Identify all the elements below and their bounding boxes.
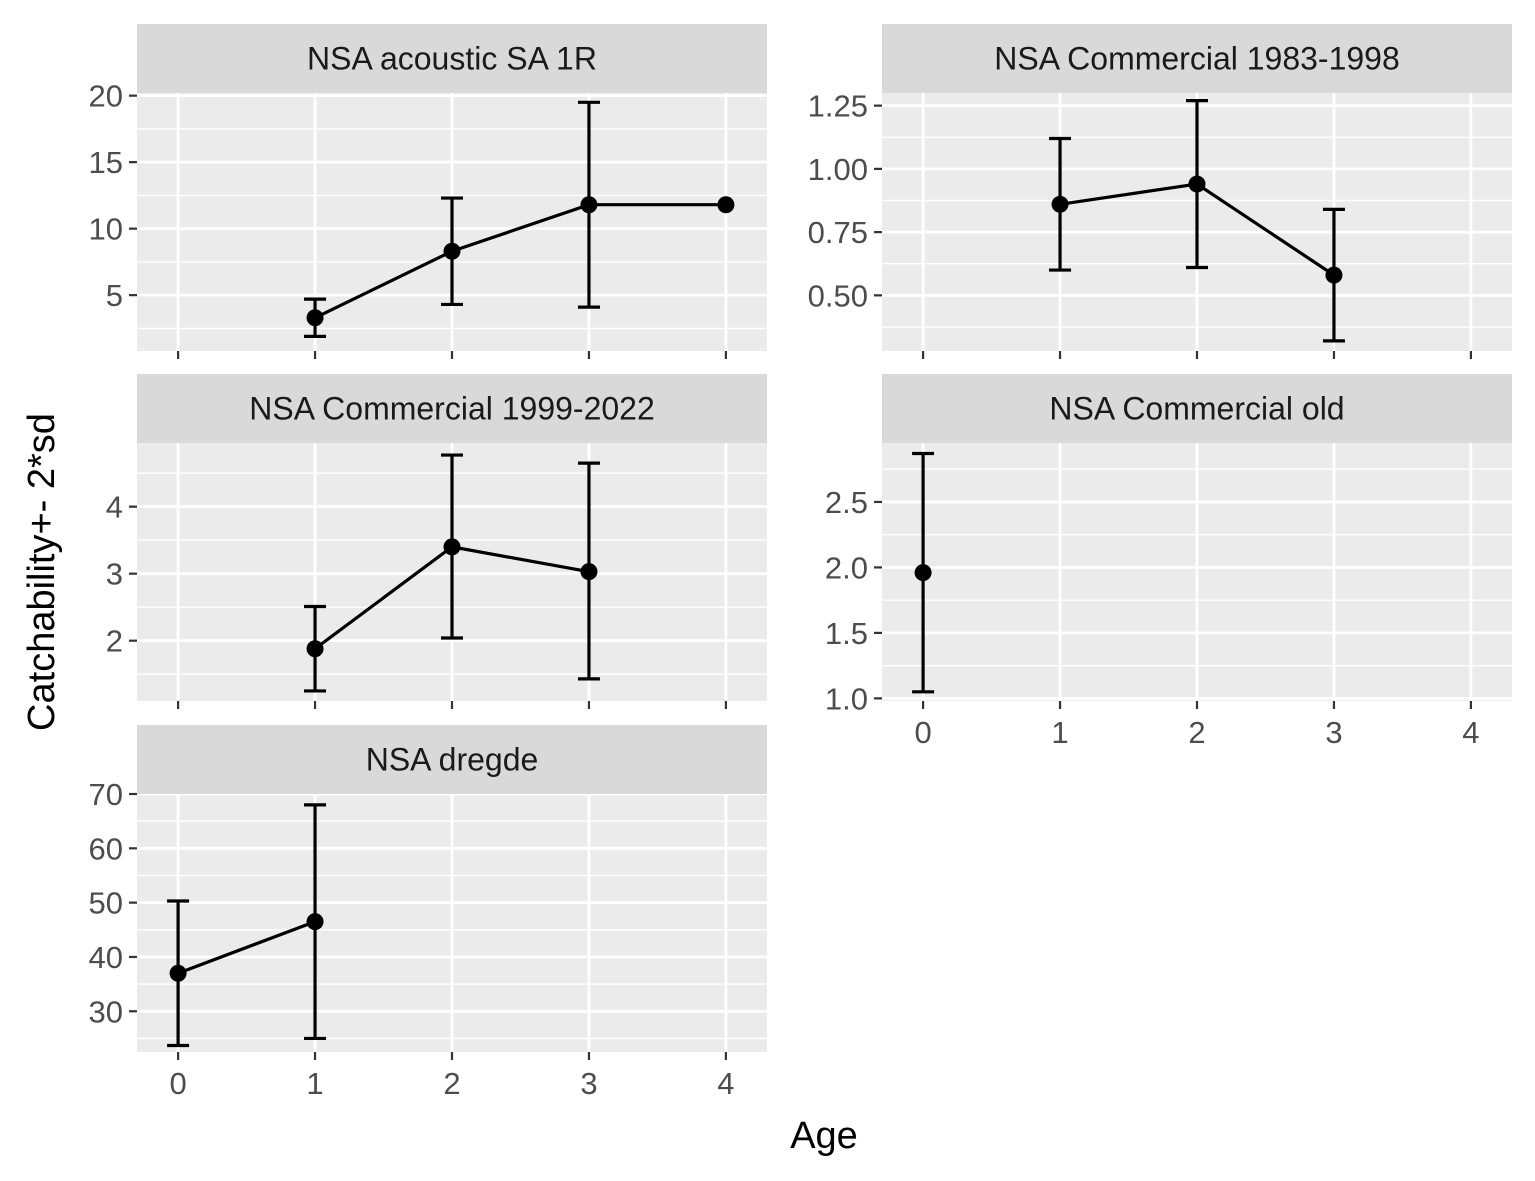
data-point bbox=[580, 563, 598, 581]
data-point bbox=[169, 964, 187, 982]
data-point bbox=[443, 242, 461, 260]
y-tick-label: 15 bbox=[89, 145, 123, 180]
facet-strip bbox=[137, 374, 767, 443]
facet-title: NSA dregde bbox=[366, 742, 539, 778]
x-tick-label: 1 bbox=[1051, 715, 1068, 750]
facet-panel: NSA Commercial old 1.0 1.5 2.0 2.5 0 1 2 3 4 bbox=[825, 374, 1512, 750]
data-point bbox=[443, 538, 461, 556]
x-tick-label: 0 bbox=[169, 1066, 186, 1101]
y-tick-label: 20 bbox=[89, 79, 123, 114]
data-point bbox=[580, 196, 598, 214]
y-tick-label: 40 bbox=[89, 940, 123, 975]
x-tick-label: 4 bbox=[1462, 715, 1479, 750]
data-point bbox=[1051, 195, 1069, 213]
y-axis-title: Catchability+- 2*sd bbox=[21, 413, 63, 731]
x-tick-label: 1 bbox=[306, 1066, 323, 1101]
y-tick-label: 2.5 bbox=[825, 485, 868, 520]
data-point bbox=[1325, 266, 1343, 284]
data-point bbox=[306, 309, 324, 327]
facet-title: NSA Commercial 1999-2022 bbox=[249, 391, 655, 427]
series-line bbox=[314, 203, 726, 320]
y-tick-label: 60 bbox=[89, 831, 123, 866]
data-point bbox=[306, 913, 324, 931]
data-point bbox=[306, 640, 324, 658]
facet-strip bbox=[137, 24, 767, 93]
facet-title: NSA Commercial old bbox=[1049, 391, 1344, 427]
y-tick-label: 1.5 bbox=[825, 616, 868, 651]
x-tick-label: 3 bbox=[580, 1066, 597, 1101]
facet-strip bbox=[137, 725, 767, 794]
y-tick-label: 2.0 bbox=[825, 550, 868, 585]
data-point bbox=[914, 564, 932, 582]
y-tick-label: 0.50 bbox=[808, 278, 868, 313]
y-tick-label: 5 bbox=[106, 278, 123, 313]
y-tick-label: 1.0 bbox=[825, 681, 868, 716]
x-tick-label: 2 bbox=[1188, 715, 1205, 750]
facet-title: NSA acoustic SA 1R bbox=[307, 41, 597, 77]
y-tick-label: 1.25 bbox=[808, 89, 868, 124]
y-tick-label: 4 bbox=[106, 490, 123, 525]
facet-panel: NSA Commercial 1999-2022 2 3 4 bbox=[106, 374, 767, 709]
x-axis-title: Age bbox=[790, 1115, 858, 1157]
y-tick-label: 1.00 bbox=[808, 152, 868, 187]
y-tick-label: 50 bbox=[89, 886, 123, 921]
facet-strip bbox=[882, 374, 1512, 443]
y-tick-label: 2 bbox=[106, 624, 123, 659]
facet-title: NSA Commercial 1983-1998 bbox=[994, 41, 1400, 77]
x-tick-label: 4 bbox=[717, 1066, 734, 1101]
y-tick-label: 0.75 bbox=[808, 215, 868, 250]
facet-panel: NSA dregde 30 40 50 60 70 0 1 2 3 4 bbox=[89, 725, 767, 1101]
grid bbox=[137, 794, 767, 1052]
y-tick-label: 30 bbox=[89, 994, 123, 1029]
series-line bbox=[177, 920, 316, 975]
data-point bbox=[717, 196, 735, 214]
x-tick-label: 3 bbox=[1325, 715, 1342, 750]
data-point bbox=[1188, 175, 1206, 193]
facet-strip bbox=[882, 24, 1512, 93]
x-tick-label: 0 bbox=[914, 715, 931, 750]
facet-panel: NSA acoustic SA 1R 5 10 15 20 bbox=[89, 24, 767, 359]
x-tick-label: 2 bbox=[443, 1066, 460, 1101]
y-tick-label: 70 bbox=[89, 777, 123, 812]
facet-panel: NSA Commercial 1983-1998 0.50 0.75 1.00 1.25 bbox=[808, 24, 1512, 359]
y-tick-label: 3 bbox=[106, 557, 123, 592]
y-tick-label: 10 bbox=[89, 212, 123, 247]
